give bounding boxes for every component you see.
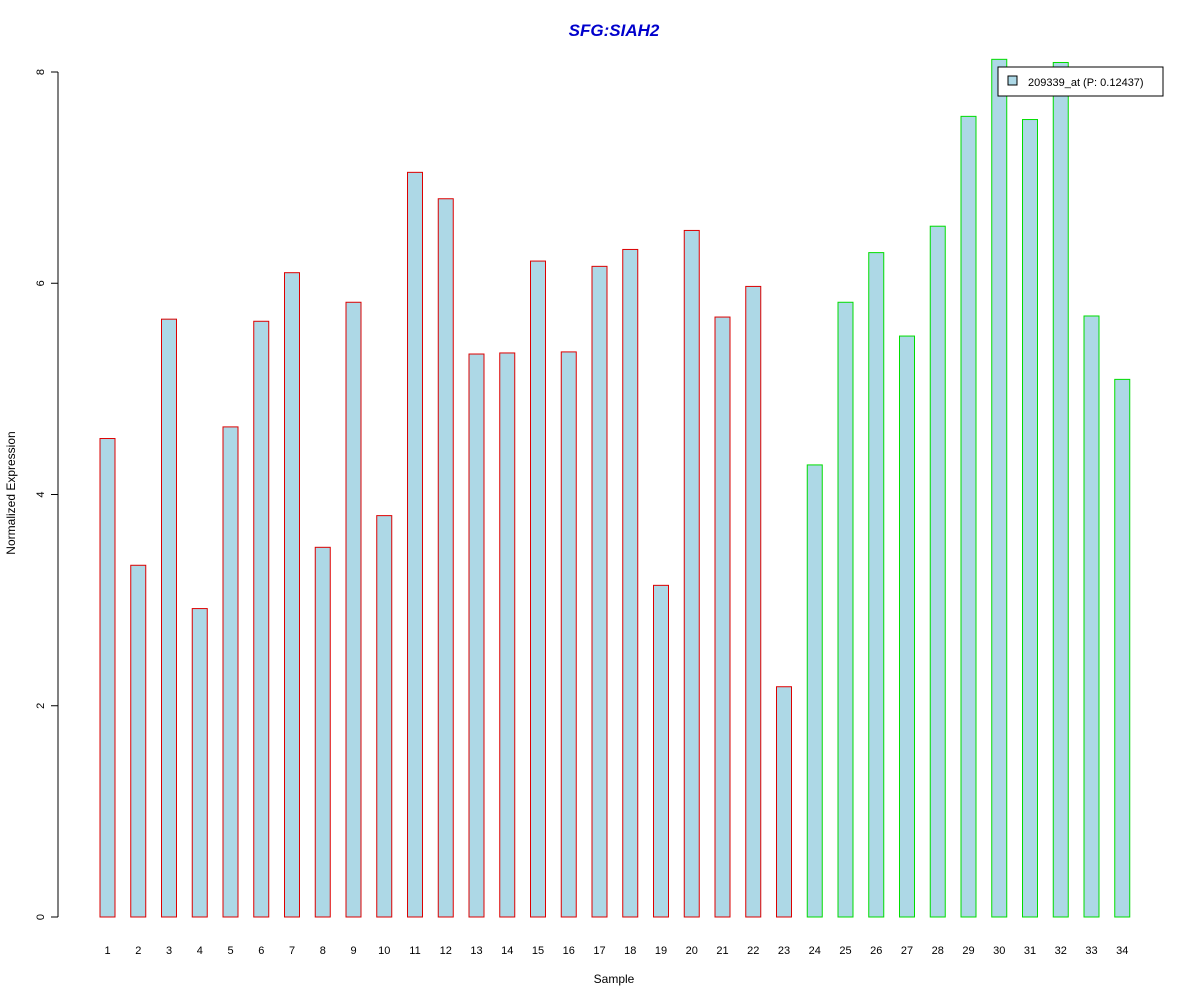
x-tick-label: 23 — [778, 945, 790, 957]
bar — [222, 426, 239, 918]
bars-group — [99, 58, 1131, 918]
x-tick-labels: 1 2 3 4 5 6 7 8 9 10 11 12 13 14 15 16 17 18 19 20 21 22 23 24 2… — [104, 945, 1128, 957]
y-tick-label: 4 — [35, 491, 47, 497]
bar — [376, 515, 393, 918]
bar — [837, 301, 854, 918]
x-tick-label: 16 — [563, 945, 575, 957]
x-tick-label: 14 — [501, 945, 513, 957]
bar — [929, 225, 946, 918]
bar — [130, 564, 147, 918]
y-axis: 0 2 4 6 8 — [35, 69, 59, 920]
bar — [591, 265, 608, 918]
x-tick-label: 29 — [962, 945, 974, 957]
bar — [1052, 61, 1069, 918]
bar — [714, 316, 731, 918]
x-tick-label: 15 — [532, 945, 544, 957]
bar — [345, 301, 362, 918]
bar — [99, 438, 116, 918]
bar — [499, 352, 516, 918]
x-tick-label: 8 — [320, 945, 326, 957]
x-tick-label: 7 — [289, 945, 295, 957]
x-tick-label: 4 — [197, 945, 203, 957]
bar — [806, 464, 823, 918]
x-tick-label: 13 — [470, 945, 482, 957]
y-axis-label: Normalized Expression — [4, 431, 18, 554]
y-tick-label: 2 — [35, 703, 47, 709]
bar — [776, 686, 792, 918]
x-tick-label: 30 — [993, 945, 1005, 957]
x-tick-label: 20 — [686, 945, 698, 957]
x-tick-label: 27 — [901, 945, 913, 957]
bar — [468, 353, 485, 918]
bar — [868, 252, 885, 918]
x-tick-label: 18 — [624, 945, 636, 957]
y-tick-label: 6 — [35, 280, 47, 286]
x-tick-label: 32 — [1055, 945, 1067, 957]
x-tick-label: 1 — [104, 945, 110, 957]
x-tick-label: 26 — [870, 945, 882, 957]
y-tick-label: 0 — [35, 914, 47, 920]
x-tick-label: 28 — [932, 945, 944, 957]
bar — [1022, 119, 1038, 918]
x-tick-label: 11 — [409, 945, 420, 957]
x-tick-label: 21 — [716, 945, 728, 957]
bar — [1114, 378, 1131, 918]
x-axis-label: Sample — [594, 972, 635, 986]
x-tick-label: 2 — [135, 945, 141, 957]
bar — [683, 229, 700, 918]
x-tick-label: 25 — [839, 945, 851, 957]
bar — [1083, 315, 1100, 918]
bar — [899, 335, 915, 918]
bar — [745, 285, 762, 918]
x-tick-label: 22 — [747, 945, 759, 957]
bar — [161, 318, 177, 918]
bar — [560, 351, 577, 918]
chart-title: SFG:SIAH2 — [569, 21, 660, 40]
x-tick-label: 19 — [655, 945, 667, 957]
x-tick-label: 3 — [166, 945, 172, 957]
bar — [622, 248, 639, 918]
x-tick-label: 5 — [227, 945, 233, 957]
bar — [437, 198, 454, 918]
bar — [284, 272, 300, 918]
bar — [191, 608, 208, 918]
x-tick-label: 34 — [1116, 945, 1128, 957]
x-tick-label: 9 — [350, 945, 356, 957]
bar — [653, 584, 669, 918]
bar — [314, 546, 331, 918]
x-tick-label: 31 — [1024, 945, 1036, 957]
legend: 209339_at (P: 0.12437) — [997, 66, 1164, 97]
y-tick-label: 8 — [35, 69, 47, 75]
legend-label: 209339_at (P: 0.12437) — [1028, 77, 1144, 89]
x-tick-label: 10 — [378, 945, 390, 957]
x-tick-label: 12 — [440, 945, 452, 957]
bar — [991, 58, 1008, 918]
bar — [407, 171, 423, 918]
x-tick-label: 17 — [593, 945, 605, 957]
bar — [253, 320, 270, 918]
bar — [960, 115, 977, 918]
bar — [530, 260, 546, 918]
x-tick-label: 33 — [1085, 945, 1097, 957]
legend-box — [997, 66, 1164, 97]
x-tick-label: 6 — [258, 945, 264, 957]
x-tick-label: 24 — [809, 945, 821, 957]
legend-swatch — [1007, 75, 1018, 86]
